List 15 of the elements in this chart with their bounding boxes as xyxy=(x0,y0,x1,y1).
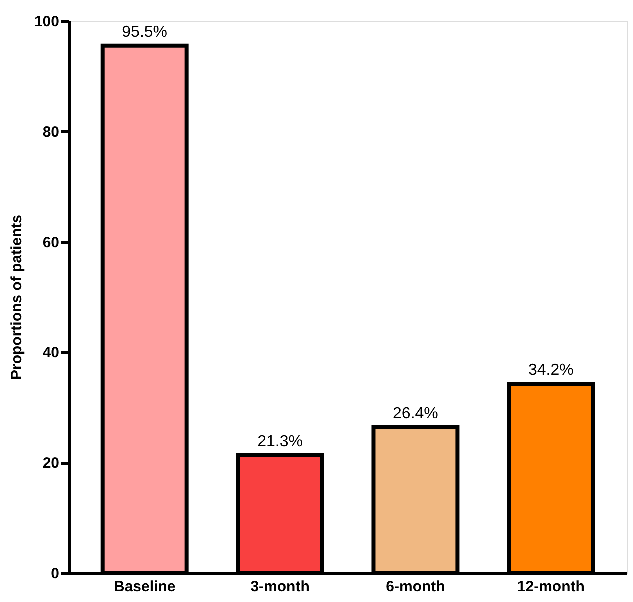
y-tick-label: 0 xyxy=(51,566,60,582)
y-tick-label: 60 xyxy=(42,234,60,252)
x-tick-label: 3-month xyxy=(250,578,310,596)
y-tick-label: 40 xyxy=(42,344,60,362)
x-tick-label: 12-month xyxy=(517,578,585,596)
x-tick-label: Baseline xyxy=(114,578,176,596)
data-label: 26.4% xyxy=(393,405,438,422)
y-tick-label: 20 xyxy=(42,455,60,472)
y-tick-label: 100 xyxy=(34,14,60,30)
y-tick-label: 80 xyxy=(42,124,60,141)
data-label: 21.3% xyxy=(258,433,303,450)
y-axis-title: Proportions of patients xyxy=(8,215,26,380)
data-label: 34.2% xyxy=(528,362,574,380)
x-tick-label: 6-month xyxy=(386,578,446,596)
data-label: 95.5% xyxy=(122,24,168,41)
